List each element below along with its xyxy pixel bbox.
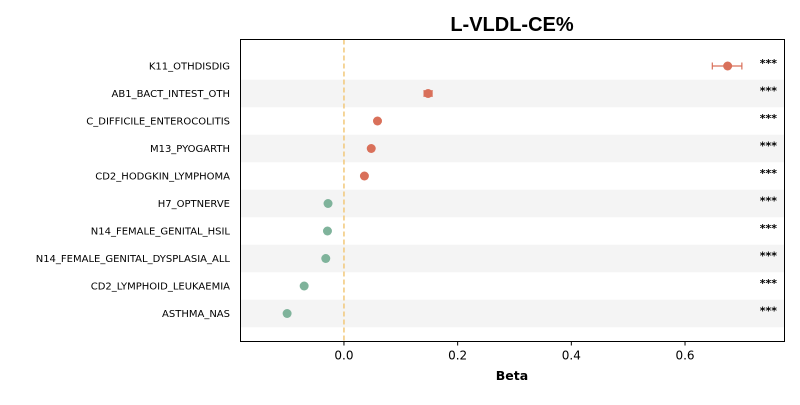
- row-band: [240, 299, 785, 328]
- significance-label: ***: [760, 57, 778, 70]
- significance-label: ***: [760, 85, 778, 98]
- points-layer: [282, 61, 743, 318]
- row-band: [240, 189, 785, 218]
- row-band: [240, 79, 785, 108]
- data-point: [321, 254, 331, 263]
- x-axis-label: Beta: [496, 368, 528, 383]
- significance-labels: *** *** *** *** *** *** *** *** *** ***: [760, 57, 778, 318]
- data-point: [359, 171, 369, 181]
- row-band: [240, 244, 785, 273]
- x-tick-label: 0.2: [448, 349, 467, 363]
- row-band: [240, 134, 785, 163]
- x-tick-label: 0.4: [562, 349, 581, 363]
- data-point: [299, 281, 309, 291]
- data-point: [322, 226, 332, 236]
- category-label: M13_PYOGARTH: [150, 144, 230, 155]
- category-label: C_DIFFICILE_ENTEROCOLITIS: [86, 117, 230, 128]
- x-axis: 0.0 0.2 0.4 0.6: [334, 341, 695, 363]
- significance-label: ***: [760, 140, 778, 153]
- category-label: K11_OTHDISDIG: [149, 62, 230, 73]
- data-point: [423, 89, 433, 98]
- category-label: H7_OPTNERVE: [158, 199, 230, 210]
- category-label: AB1_BACT_INTEST_OTH: [112, 89, 231, 100]
- significance-label: ***: [760, 167, 778, 180]
- data-point: [323, 199, 333, 208]
- significance-label: ***: [760, 305, 778, 318]
- chart-title: L-VLDL-CE%: [450, 14, 574, 36]
- significance-label: ***: [760, 277, 778, 290]
- significance-label: ***: [760, 112, 778, 125]
- significance-label: ***: [760, 195, 778, 208]
- row-bands: [240, 79, 785, 328]
- data-point: [723, 61, 733, 71]
- category-label: CD2_HODGKIN_LYMPHOMA: [95, 172, 230, 183]
- category-label: CD2_LYMPHOID_LEUKAEMIA: [91, 282, 230, 293]
- plot-frame: [240, 39, 785, 342]
- significance-label: ***: [760, 250, 778, 263]
- significance-label: ***: [760, 222, 778, 235]
- data-point: [282, 309, 292, 318]
- x-tick-label: 0.0: [334, 349, 353, 363]
- x-tick-label: 0.6: [675, 349, 694, 363]
- category-label: N14_FEMALE_GENITAL_HSIL: [91, 227, 231, 238]
- category-label: N14_FEMALE_GENITAL_DYSPLASIA_ALL: [36, 254, 231, 265]
- data-point: [366, 144, 376, 153]
- category-label: ASTHMA_NAS: [162, 309, 230, 320]
- data-point: [372, 116, 382, 126]
- category-labels: K11_OTHDISDIG AB1_BACT_INTEST_OTH C_DIFFIC…: [36, 62, 231, 321]
